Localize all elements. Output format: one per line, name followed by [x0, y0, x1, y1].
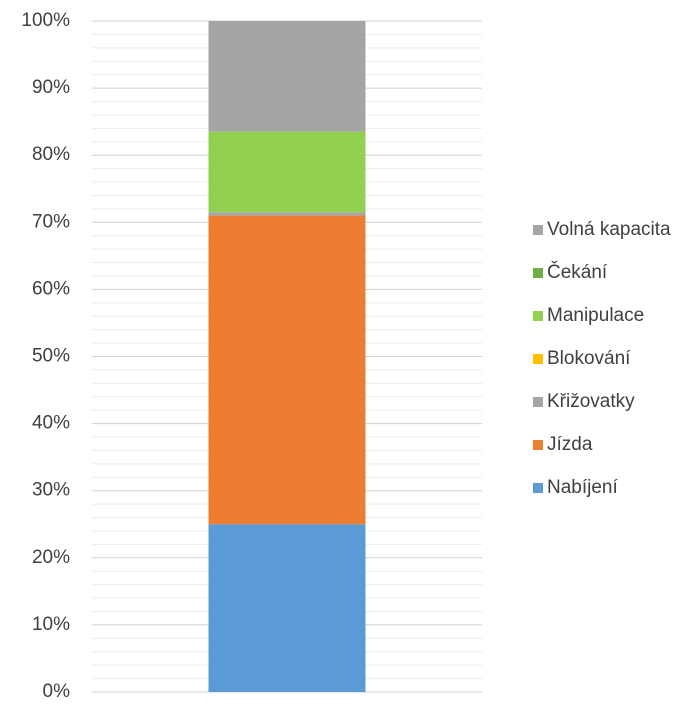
- bar-segment: [208, 21, 366, 132]
- y-tick-label: 100%: [21, 10, 70, 31]
- legend-label: Čekání: [547, 261, 608, 283]
- y-tick-label: 90%: [32, 77, 70, 98]
- legend-label: Manipulace: [547, 305, 644, 326]
- y-tick-label: 70%: [32, 211, 70, 232]
- y-tick-label: 50%: [32, 346, 70, 367]
- y-tick-label: 20%: [32, 547, 70, 568]
- legend-swatch: [533, 268, 543, 278]
- legend-swatch: [533, 440, 543, 450]
- legend-label: Jízda: [547, 434, 593, 455]
- legend-label: Křižovatky: [547, 391, 635, 412]
- bar-segment: [208, 131, 366, 213]
- legend-swatch: [533, 225, 543, 235]
- legend-swatch: [533, 397, 543, 407]
- y-tick-label: 10%: [32, 614, 70, 635]
- legend-label: Volná kapacita: [547, 219, 671, 240]
- legend-swatch: [533, 483, 543, 493]
- y-tick-label: 40%: [32, 413, 70, 434]
- bar-segment: [208, 212, 366, 216]
- bar-segment: [208, 524, 366, 692]
- y-tick-label: 0%: [43, 681, 71, 702]
- bar-segment: [208, 215, 366, 525]
- y-tick-label: 60%: [32, 278, 70, 299]
- y-tick-label: 30%: [32, 480, 70, 501]
- legend-label: Blokování: [547, 348, 631, 369]
- y-tick-label: 80%: [32, 144, 70, 165]
- legend-swatch: [533, 354, 543, 364]
- legend-swatch: [533, 311, 543, 321]
- legend-label: Nabíjení: [547, 477, 618, 498]
